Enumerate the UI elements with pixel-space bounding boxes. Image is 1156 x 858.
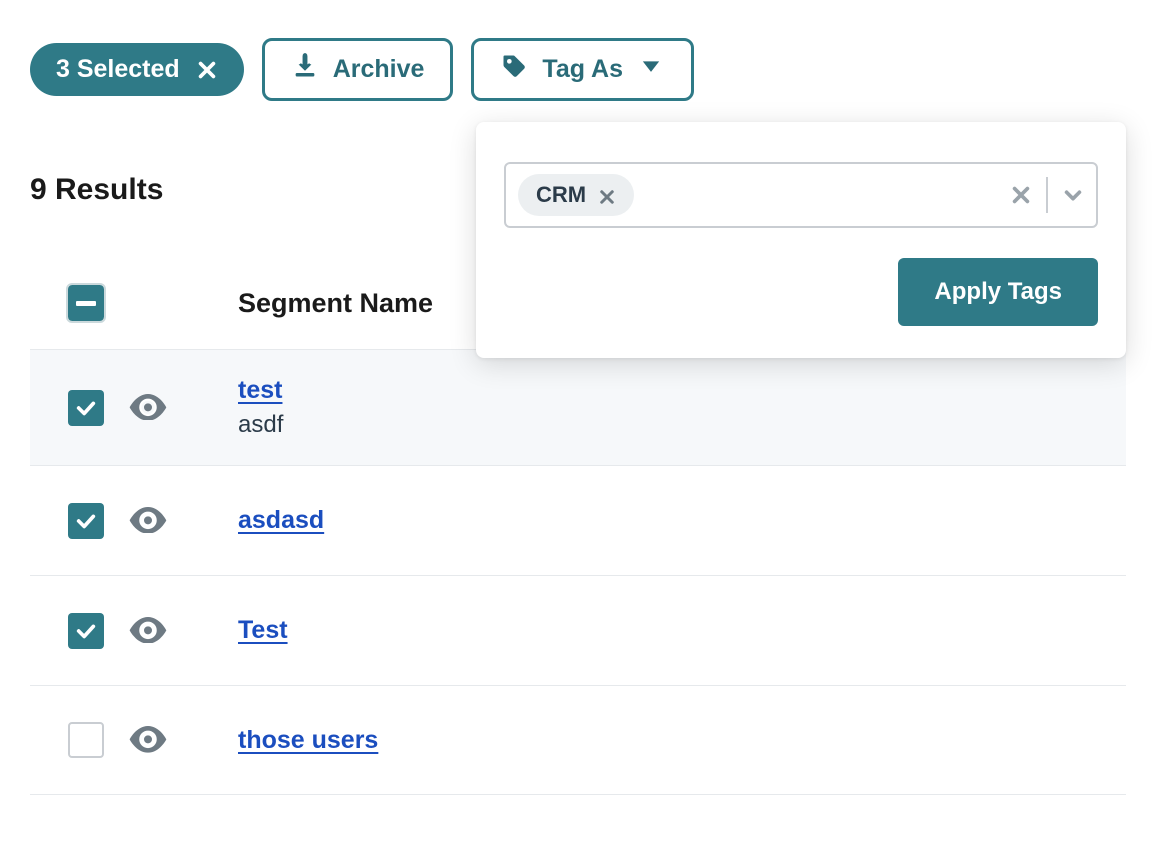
segment-link[interactable]: test: [238, 376, 283, 405]
row-checkbox[interactable]: [68, 613, 104, 649]
tag-input-controls: [1010, 177, 1084, 213]
archive-label: Archive: [333, 55, 425, 84]
archive-button[interactable]: Archive: [262, 38, 454, 101]
segment-name-cell: asdasd: [238, 506, 324, 535]
clear-selection-icon[interactable]: [196, 59, 218, 81]
eye-icon[interactable]: [128, 507, 168, 535]
column-header-name: Segment Name: [238, 288, 433, 319]
check-icon: [75, 510, 97, 532]
eye-icon[interactable]: [128, 394, 168, 422]
segment-link[interactable]: Test: [238, 616, 288, 645]
check-icon: [75, 397, 97, 419]
table-row: Test: [30, 575, 1126, 685]
segment-link[interactable]: those users: [238, 726, 378, 755]
row-checkbox[interactable]: [68, 722, 104, 758]
selected-pill: 3 Selected: [30, 43, 244, 96]
selected-tag-chip: CRM: [518, 174, 634, 216]
tag-icon: [500, 52, 528, 87]
table-body: test asdf asdasd Test those users: [30, 349, 1126, 795]
tag-popover: CRM Apply Tags: [476, 122, 1126, 358]
remove-chip-icon[interactable]: [598, 186, 616, 204]
apply-tags-button[interactable]: Apply Tags: [898, 258, 1098, 326]
row-checkbox[interactable]: [68, 390, 104, 426]
selected-count-label: 3 Selected: [56, 55, 180, 84]
tag-as-label: Tag As: [542, 55, 623, 84]
check-icon: [75, 620, 97, 642]
select-all-checkbox[interactable]: [68, 285, 104, 321]
segment-link[interactable]: asdasd: [238, 506, 324, 535]
segment-name-cell: Test: [238, 616, 288, 645]
download-icon: [291, 52, 319, 87]
popover-footer: Apply Tags: [504, 258, 1098, 326]
chevron-down-icon: [637, 52, 665, 87]
divider: [1046, 177, 1048, 213]
tag-select-input[interactable]: CRM: [504, 162, 1098, 228]
eye-icon[interactable]: [128, 726, 168, 754]
segment-name-cell: those users: [238, 726, 378, 755]
segment-name-cell: test asdf: [238, 376, 283, 439]
eye-icon[interactable]: [128, 617, 168, 645]
tag-as-button[interactable]: Tag As: [471, 38, 694, 101]
table-row: asdasd: [30, 465, 1126, 575]
indeterminate-icon: [76, 301, 96, 306]
open-dropdown-icon[interactable]: [1062, 184, 1084, 206]
table-row: test asdf: [30, 349, 1126, 465]
segment-subtitle: asdf: [238, 411, 283, 439]
table-row: those users: [30, 685, 1126, 795]
chip-label: CRM: [536, 182, 586, 208]
toolbar: 3 Selected Archive: [30, 38, 1126, 101]
clear-all-tags-icon[interactable]: [1010, 184, 1032, 206]
row-checkbox[interactable]: [68, 503, 104, 539]
